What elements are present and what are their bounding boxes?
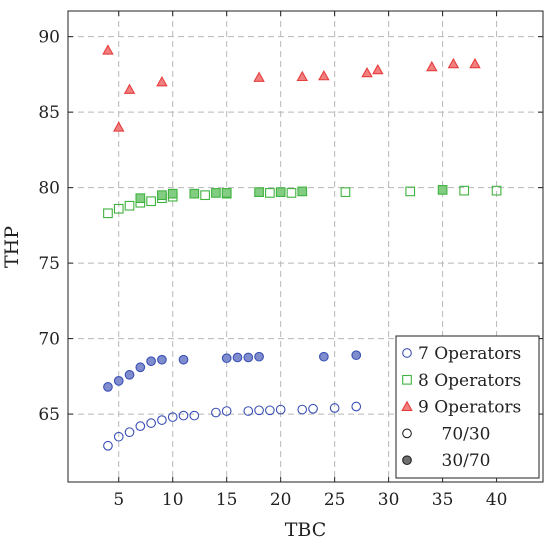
y-tick-label: 90 [38, 28, 60, 48]
9-operators-filled-point [113, 121, 125, 132]
9-operators-filled-point [426, 60, 438, 72]
7-operators-filled-point [221, 353, 232, 364]
axis-ticks: 5 10 15 20 25 30 35 40 65 70 75 80 85 90 [38, 11, 543, 510]
legend-marker-triangle [401, 400, 413, 411]
7-operators-hollow-point [329, 403, 340, 413]
7-operators-filled-point [351, 350, 362, 361]
7-operators-hollow-point [157, 415, 167, 425]
legend: 7 Operators 8 Operators 9 Operators 70/30 30… [395, 335, 540, 479]
8-operators-hollow-point [340, 187, 351, 198]
y-axis-title: THP [1, 226, 23, 268]
x-tick-label: 15 [216, 490, 238, 510]
8-operators-filled-point [221, 188, 232, 198]
x-tick-label: 40 [486, 490, 508, 510]
9-operators-filled-point [102, 44, 114, 55]
data-points [102, 44, 502, 451]
7-operators-hollow-point [243, 406, 254, 416]
8-operators-filled-point [275, 187, 286, 198]
9-operators-filled-point [469, 57, 481, 69]
x-tick-label: 35 [432, 490, 454, 510]
7-operators-filled-point [157, 354, 167, 365]
7-operators-filled-point [243, 352, 254, 363]
x-tick-label: 20 [270, 490, 292, 510]
7-operators-hollow-point [297, 404, 308, 415]
7-operators-filled-point [319, 351, 329, 362]
y-tick-label: 75 [38, 254, 60, 274]
7-operators-hollow-point [113, 431, 124, 442]
legend-label: 8 Operators [418, 371, 521, 391]
8-operators-filled-point [254, 187, 264, 198]
8-operators-hollow-point [103, 208, 113, 219]
7-operators-filled-point [232, 352, 243, 363]
9-operators-filled-point [123, 83, 136, 94]
plot-frame [67, 10, 544, 483]
7-operators-hollow-point [221, 406, 232, 416]
7-operators-hollow-point [254, 405, 264, 416]
7-operators-hollow-point [211, 407, 221, 418]
legend-marker-square [402, 374, 412, 385]
7-operators-hollow-point [351, 401, 362, 412]
legend-label: 9 Operators [418, 398, 521, 418]
7-operators-filled-point [146, 356, 156, 367]
7-operators-hollow-point [308, 403, 318, 414]
8-operators-filled-point [167, 188, 178, 199]
legend-marker-circle [402, 348, 412, 358]
7-operators-hollow-point [178, 410, 189, 421]
9-operators-filled-point [447, 57, 460, 69]
x-tick-label: 5 [113, 490, 124, 510]
y-tick-label: 85 [38, 103, 60, 123]
8-operators-filled-point [297, 186, 308, 197]
7-operators-hollow-point [275, 404, 286, 415]
7-operators-filled-point [178, 354, 189, 365]
9-operators-filled-point [253, 71, 265, 82]
7-operators-hollow-point [189, 410, 200, 421]
8-operators-hollow-point [459, 185, 470, 196]
7-operators-hollow-point [146, 418, 156, 428]
legend-marker-circle [402, 428, 412, 439]
8-operators-filled-point [157, 190, 167, 201]
legend-label: 7 Operators [418, 344, 521, 364]
x-tick-label: 30 [378, 490, 400, 510]
8-operators-filled-point [189, 188, 200, 199]
7-operators-hollow-point [135, 421, 146, 431]
8-operators-filled-point [135, 193, 146, 204]
7-operators-filled-point [254, 351, 264, 362]
9-operators-filled-point [296, 70, 308, 82]
7-operators-filled-point [135, 362, 146, 373]
8-operators-hollow-point [265, 188, 275, 198]
y-tick-label: 65 [38, 405, 60, 425]
9-operators-filled-point [361, 66, 373, 78]
7-operators-filled-point [103, 382, 113, 392]
8-operators-hollow-point [146, 196, 156, 207]
8-operators-filled-point [211, 188, 221, 198]
8-operators-hollow-point [200, 190, 210, 201]
7-operators-hollow-point [265, 405, 275, 416]
8-operators-hollow-point [405, 186, 416, 197]
9-operators-filled-point [318, 69, 330, 81]
7-operators-filled-point [124, 369, 135, 380]
legend-marker-circle [402, 455, 412, 466]
8-operators-hollow-point [286, 188, 297, 198]
7-operators-hollow-point [124, 427, 135, 438]
legend-box [395, 335, 540, 479]
y-tick-label: 80 [38, 179, 60, 199]
9-operators-filled-point [156, 76, 168, 87]
x-axis-title: TBC [285, 519, 327, 541]
8-operators-hollow-point [113, 203, 124, 214]
legend-label: 30/70 [442, 451, 491, 471]
9-operators-filled-point [372, 63, 384, 75]
x-tick-label: 10 [162, 490, 184, 510]
8-operators-hollow-point [124, 200, 135, 211]
7-operators-hollow-point [103, 440, 113, 451]
7-operators-filled-point [113, 376, 124, 386]
7-operators-hollow-point [167, 412, 178, 422]
legend-label: 70/30 [442, 424, 491, 444]
y-tick-label: 70 [38, 330, 60, 350]
x-tick-label: 25 [324, 490, 346, 510]
8-operators-hollow-point [491, 185, 502, 196]
8-operators-filled-point [437, 185, 448, 195]
